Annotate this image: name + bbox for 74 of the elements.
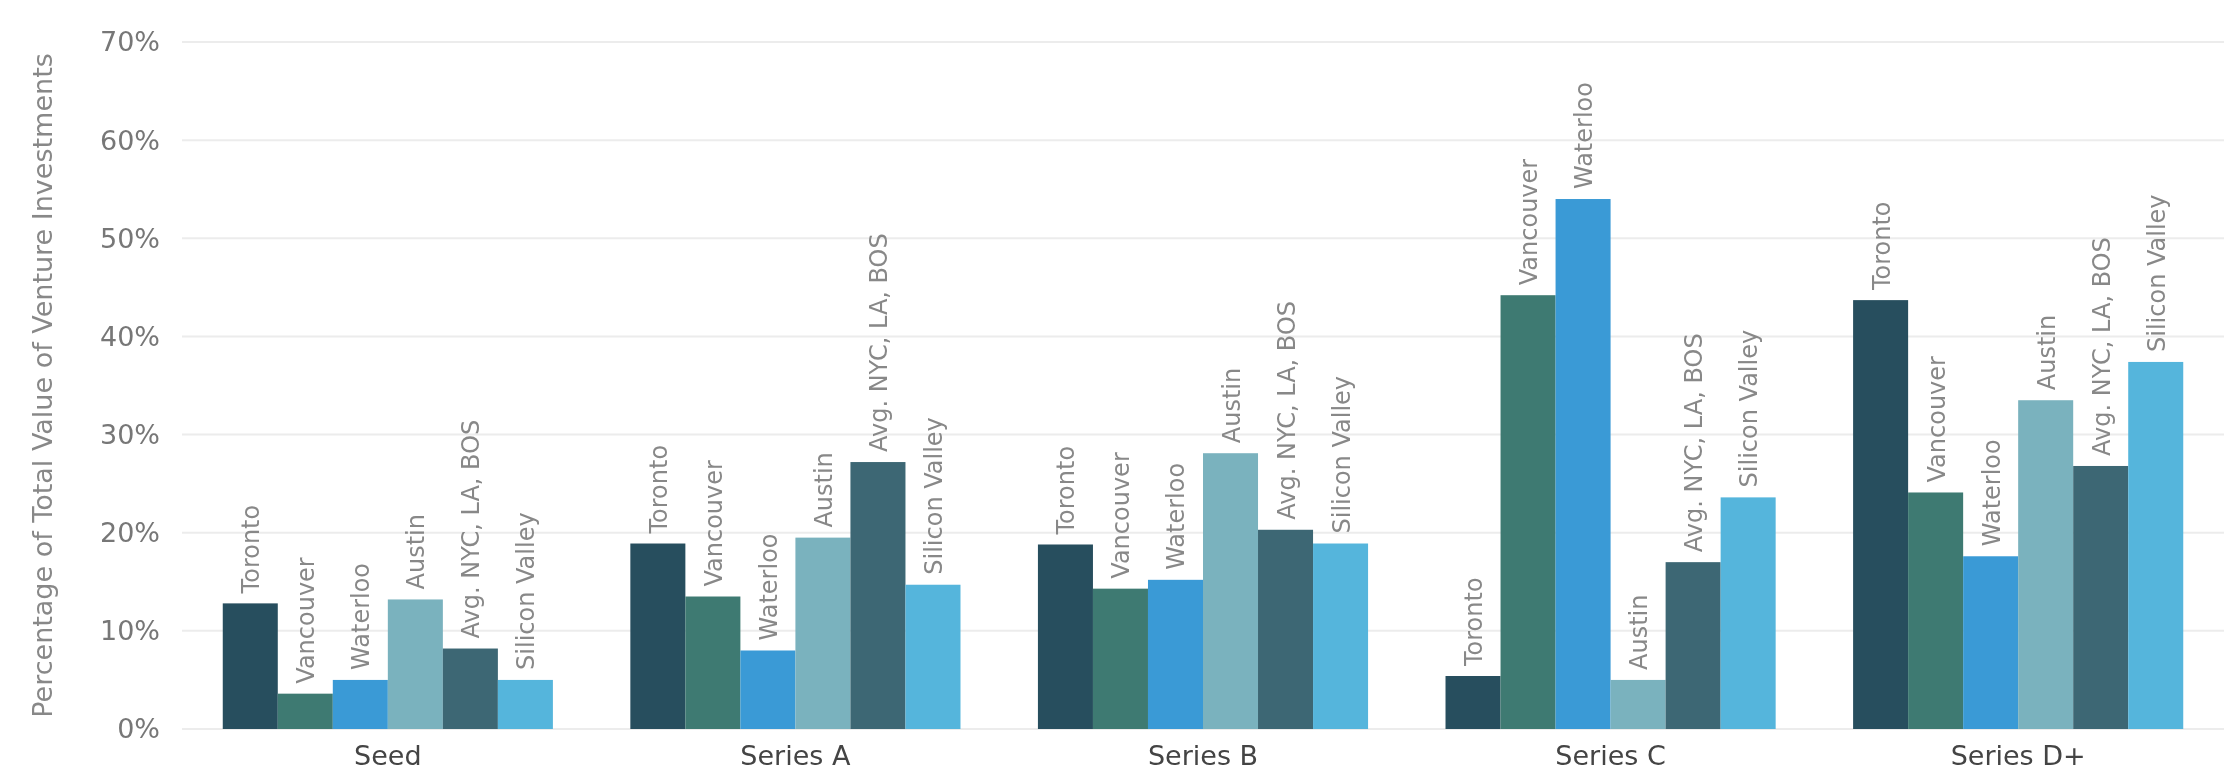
bar	[1147, 579, 1203, 729]
text: Austin	[402, 514, 431, 590]
text: Austin	[1625, 594, 1654, 670]
bar	[497, 679, 553, 729]
text: Silicon Valley	[919, 417, 948, 575]
text: Silicon Valley	[1327, 375, 1356, 534]
y-tick-label: 60%	[99, 124, 160, 156]
bar	[1500, 295, 1556, 729]
bar	[332, 679, 388, 729]
y-axis-title: Percentage of Total Value of Venture Investments	[27, 53, 58, 718]
x-tick-label: Series C	[1555, 740, 1666, 771]
text: Avg. NYC, LA, BOS	[457, 419, 486, 639]
bar	[795, 537, 851, 729]
text: Avg. NYC, LA, BOS	[864, 233, 893, 453]
text: Silicon Valley	[512, 512, 541, 670]
text: Waterloo	[1162, 462, 1191, 570]
bar	[1963, 556, 2019, 729]
bar	[1258, 529, 1314, 729]
bar	[1853, 300, 1909, 729]
y-tick-label: 30%	[99, 419, 160, 451]
text: Vancouver	[699, 460, 728, 587]
y-tick-label: 50%	[99, 222, 160, 254]
text: Austin	[2032, 314, 2061, 391]
bar	[442, 648, 498, 729]
bar	[630, 543, 686, 729]
bar	[1313, 543, 1369, 729]
bar	[2073, 465, 2129, 729]
x-tick-label: Series B	[1147, 740, 1259, 771]
bar	[1720, 497, 1776, 729]
text: Waterloo	[1570, 82, 1599, 190]
text: Toronto	[1867, 201, 1896, 291]
text: Austin	[1217, 367, 1246, 444]
x-tick-label: Series A	[740, 740, 851, 771]
bar	[905, 584, 961, 729]
text: Toronto	[644, 444, 673, 534]
text: Avg. NYC, LA, BOS	[2087, 237, 2116, 456]
y-tick-label: 10%	[99, 615, 160, 647]
bar	[685, 596, 741, 729]
bar	[1092, 588, 1148, 729]
bar	[277, 693, 333, 729]
text: Vancouver	[1922, 356, 1951, 483]
x-tick-label: Series D+	[1950, 740, 2086, 771]
text: Vancouver	[292, 557, 321, 684]
text: Toronto	[1052, 445, 1081, 535]
bar	[2018, 400, 2074, 729]
text: Waterloo	[754, 533, 783, 641]
text: Austin	[809, 452, 838, 528]
text: Waterloo	[1977, 439, 2006, 547]
y-tick-label: 0%	[117, 713, 160, 745]
text: Vancouver	[1107, 452, 1136, 579]
text: Waterloo	[347, 562, 376, 670]
text: Toronto	[1460, 577, 1489, 666]
bar	[1445, 676, 1501, 729]
y-tick-label: 20%	[99, 517, 160, 549]
bar	[1037, 544, 1093, 729]
bar	[1908, 492, 1964, 729]
text: Avg. NYC, LA, BOS	[1272, 300, 1301, 520]
bar	[387, 599, 443, 729]
y-tick-label: 70%	[99, 26, 160, 58]
bar	[222, 603, 278, 729]
bar	[850, 462, 906, 729]
text: Silicon Valley	[1735, 329, 1764, 488]
text: Toronto	[237, 504, 266, 595]
x-tick-label: Seed	[354, 740, 422, 771]
bar	[740, 650, 796, 729]
y-tick-label: 40%	[99, 320, 160, 352]
bar	[1665, 562, 1721, 729]
text: Vancouver	[1515, 158, 1544, 286]
text: Avg. NYC, LA, BOS	[1680, 333, 1709, 553]
bar	[1610, 679, 1666, 729]
text: Silicon Valley	[2142, 194, 2171, 352]
bar	[1203, 453, 1259, 729]
bar	[1555, 199, 1611, 729]
bar	[2128, 361, 2184, 729]
